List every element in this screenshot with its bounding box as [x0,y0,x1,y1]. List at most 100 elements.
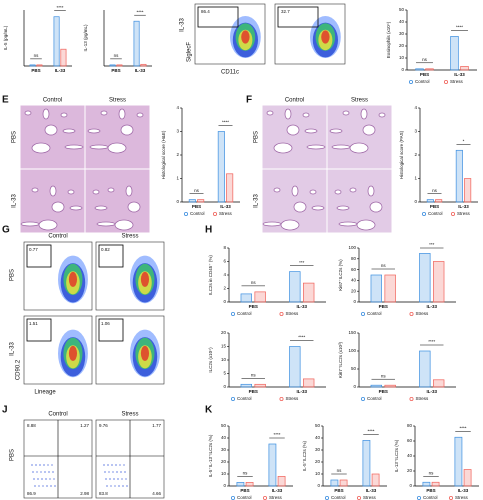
event [36,471,38,473]
legend-marker [183,211,188,216]
legend-marker [212,211,217,216]
bar [60,48,67,67]
airway [262,221,282,227]
y-tick-label: 50 [315,423,321,428]
significance: ns [194,188,200,193]
legend-label: Stress [269,495,283,500]
airway [331,144,351,150]
column-title: Control [285,98,304,104]
legend-label: Stress [457,211,471,216]
airway [356,219,376,231]
bar [188,199,196,203]
legend-label: Control [415,79,430,84]
y-tick-label: 10 [315,471,321,476]
significance: **** [136,9,143,14]
event [45,478,47,480]
panel-label: H [205,225,212,236]
x-tick-label: IL-33 [426,389,437,394]
bar [217,131,225,203]
column-title: Control [43,98,62,104]
legend-marker [409,311,414,316]
event [119,464,121,466]
legend-label: Stress [455,495,469,500]
y-tick-label: 20 [351,288,357,293]
airway [114,219,134,231]
event [31,464,33,466]
airway [31,142,51,154]
y-tick-label: 10 [221,471,227,476]
event [120,471,122,473]
column-title: Stress [121,412,138,418]
y-tick-label: 20 [221,459,227,464]
significance: ns [251,372,257,377]
bar [197,199,205,203]
event [32,471,34,473]
y-tick-label: 15 [221,344,227,349]
legend-label: Stress [416,396,430,401]
event [125,478,127,480]
cell-density [241,30,250,44]
significance: ns [251,280,257,285]
bar [226,173,234,203]
event [113,478,115,480]
event [43,464,45,466]
bar [419,350,431,388]
bar [460,66,469,71]
column-title: Control [48,234,67,240]
x-tick-label: IL-33 [220,204,231,209]
bar [303,378,315,388]
gate-value: 0.82 [101,247,110,252]
x-tick-label: PBS [240,488,249,493]
quadrant-value: 2.98 [80,491,89,496]
airway [336,205,350,211]
y-axis-label: IL-5⁺ILC2s (%) [302,440,307,471]
airway [311,205,325,211]
quadrant-value: 1.77 [152,423,161,428]
event [109,478,111,480]
airway [342,110,350,116]
x-tick-label: IL-33 [426,304,437,309]
x-tick-label: IL-33 [296,304,307,309]
event [39,464,41,466]
legend-label: Control [190,211,205,216]
legend-marker [409,396,414,401]
airway [334,189,342,195]
significance: **** [56,5,63,10]
legend-marker [360,311,365,316]
airway [51,201,65,213]
airway [107,142,127,154]
row-label: IL-33 [12,194,18,208]
airway [100,110,108,116]
quadrant-value: 1.27 [80,423,89,428]
event [49,478,51,480]
airway [309,189,317,195]
y-tick-label: 3 [414,129,417,134]
airway [60,112,68,118]
significance: **** [428,339,435,344]
x-tick-label: PBS [111,68,120,73]
micrograph [20,105,85,169]
significance: **** [222,120,229,125]
event [106,485,108,487]
y-tick-label: 80 [407,423,413,428]
gate [98,318,124,342]
event [112,471,114,473]
airway [69,205,83,211]
bar [245,482,254,487]
legend-label: Control [237,396,252,401]
bar [384,274,396,303]
significance: **** [298,335,305,340]
bar [384,384,396,388]
bar [109,64,116,67]
event [35,464,37,466]
panel-label: F [246,95,252,106]
airway [62,128,76,134]
airway [107,187,115,193]
event [51,464,53,466]
event [107,464,109,466]
bar [303,282,315,303]
event [122,485,124,487]
y-tick-label: 2 [414,152,417,157]
y-tick-label: 10 [399,55,405,60]
bar [425,68,434,71]
